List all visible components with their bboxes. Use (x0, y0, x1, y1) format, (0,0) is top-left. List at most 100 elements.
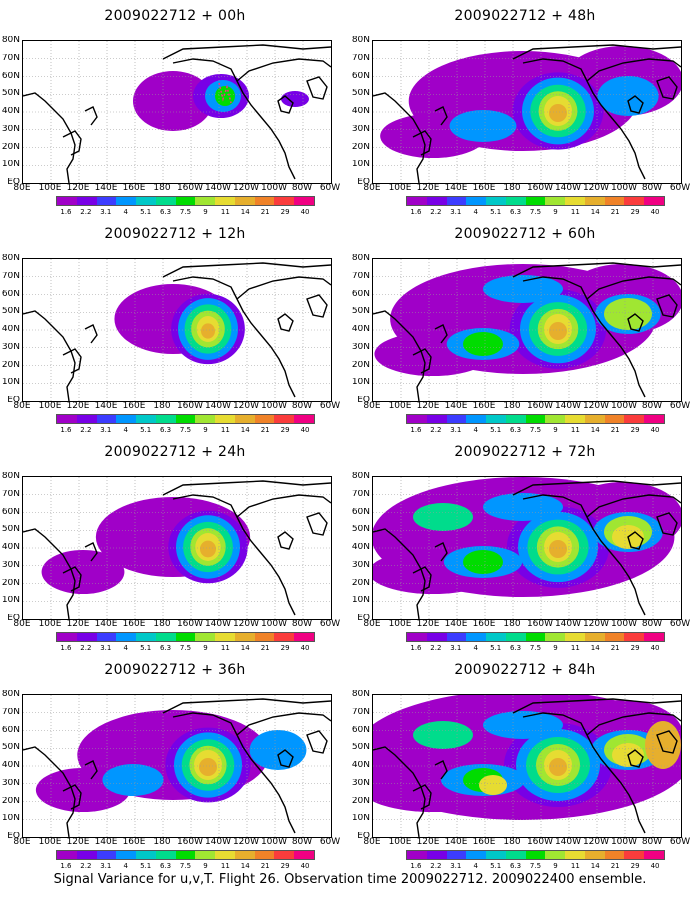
colorbar-label: 2.2 (80, 644, 92, 652)
coastline (306, 730, 328, 754)
variance-contour (41, 550, 125, 594)
lat-label: 40N (1, 325, 20, 334)
lon-label: 160W (526, 401, 554, 411)
variance-contour (483, 711, 563, 739)
colorbar-swatch (175, 851, 196, 859)
coastline (512, 698, 681, 714)
map-panel: 2009022712 + 48h 80N 70N 60N 50N 40N 30N 20N 10N… (350, 0, 700, 218)
colorbar-label: 5.1 (140, 426, 152, 434)
variance-contour (200, 540, 216, 558)
colorbar-swatch (254, 415, 275, 423)
lon-label: 120E (66, 183, 90, 193)
colorbar-label: 9 (553, 862, 558, 870)
variance-contour (549, 540, 567, 558)
lat-label: 50N (1, 743, 20, 753)
colorbar-label: 11 (570, 426, 580, 434)
colorbar-label: 2.2 (80, 862, 92, 870)
lon-label: 100E (388, 401, 412, 411)
lat-label: 20N (351, 796, 370, 806)
variance-contour (549, 104, 567, 122)
colorbar-label: 3.1 (450, 644, 462, 652)
lon-label: 160W (526, 837, 554, 847)
colorbar-swatch (446, 633, 467, 641)
colorbar-swatch (215, 197, 235, 205)
colorbar-swatch (426, 633, 447, 641)
lat-label: EQ (7, 614, 20, 623)
colorbar-label: 3.1 (450, 426, 462, 434)
colorbar-label: 11 (570, 862, 580, 870)
map-panel: 2009022712 + 36h 80N 70N 60N 50N 40N 30N 20N 10N… (0, 654, 350, 872)
variance-contour (463, 332, 503, 356)
coastline (84, 324, 98, 344)
variance-contour (604, 298, 652, 330)
lat-label: EQ (357, 396, 370, 405)
colorbar-label: 4 (473, 208, 478, 216)
lon-label: 80E (13, 183, 31, 193)
panel-title: 2009022712 + 48h (454, 8, 596, 24)
panel-title: 2009022712 + 60h (454, 226, 596, 242)
colorbar (56, 414, 315, 424)
colorbar-label: 21 (610, 208, 620, 216)
lon-label: 120E (416, 401, 440, 411)
colorbar-label: 1.6 (410, 208, 422, 216)
coastline (84, 760, 98, 780)
variance-contour (449, 110, 517, 142)
map-svg (23, 477, 331, 619)
variance-contour (645, 721, 681, 769)
colorbar-swatch (525, 851, 546, 859)
colorbar-swatch (466, 851, 487, 859)
lon-label: 120W (232, 837, 260, 847)
lon-label: 120W (232, 401, 260, 411)
lon-label: 120W (582, 837, 610, 847)
lon-label: 120W (582, 619, 610, 629)
colorbar-label: 2.2 (430, 426, 442, 434)
coastline (586, 494, 681, 518)
colorbar-label: 11 (220, 644, 230, 652)
colorbar (56, 850, 315, 860)
lon-label: 60W (669, 183, 691, 193)
coastline (162, 480, 331, 496)
lat-label: 80N (1, 254, 20, 263)
lat-label: EQ (357, 614, 370, 623)
lat-label: 60N (1, 725, 20, 735)
colorbar-swatch (76, 197, 97, 205)
colorbar-label: 6.3 (509, 862, 522, 870)
lat-label: 30N (351, 560, 370, 570)
map-area (22, 476, 332, 620)
colorbar-swatch (446, 415, 467, 423)
lon-label: 140W (204, 401, 232, 411)
colorbar-swatch (545, 197, 566, 205)
colorbar-label: 9 (203, 426, 208, 434)
lon-label: 80W (291, 837, 313, 847)
coastline (62, 348, 82, 374)
map-area (372, 476, 682, 620)
lon-label: 60W (669, 401, 691, 411)
colorbar-label: 7.5 (179, 208, 192, 216)
coastline (412, 566, 432, 592)
colorbar-label: 3.1 (100, 644, 112, 652)
colorbar-swatch (294, 633, 314, 641)
lon-label: 60W (319, 837, 341, 847)
colorbar-label: 40 (650, 644, 660, 652)
lat-label: 60N (1, 71, 20, 81)
colorbar-swatch (545, 851, 566, 859)
coastline (373, 310, 426, 401)
colorbar-swatch (545, 415, 566, 423)
colorbar-swatch (505, 633, 526, 641)
lon-label: 120E (416, 837, 440, 847)
lat-label: 70N (1, 707, 20, 717)
colorbar-swatch (407, 415, 427, 423)
colorbar-label: 9 (203, 644, 208, 652)
colorbar-label: 14 (590, 862, 600, 870)
panel-title: 2009022712 + 36h (104, 662, 246, 678)
lat-label: 70N (351, 489, 370, 499)
colorbar-swatch (96, 197, 117, 205)
colorbar-swatch (195, 851, 216, 859)
lat-label: 80N (351, 36, 370, 45)
colorbar-label: 21 (260, 426, 270, 434)
colorbar-swatch (136, 415, 156, 423)
colorbar-swatch (215, 633, 235, 641)
variance-contour (249, 730, 307, 770)
colorbar-swatch (486, 197, 506, 205)
lon-label: 140E (94, 619, 118, 629)
